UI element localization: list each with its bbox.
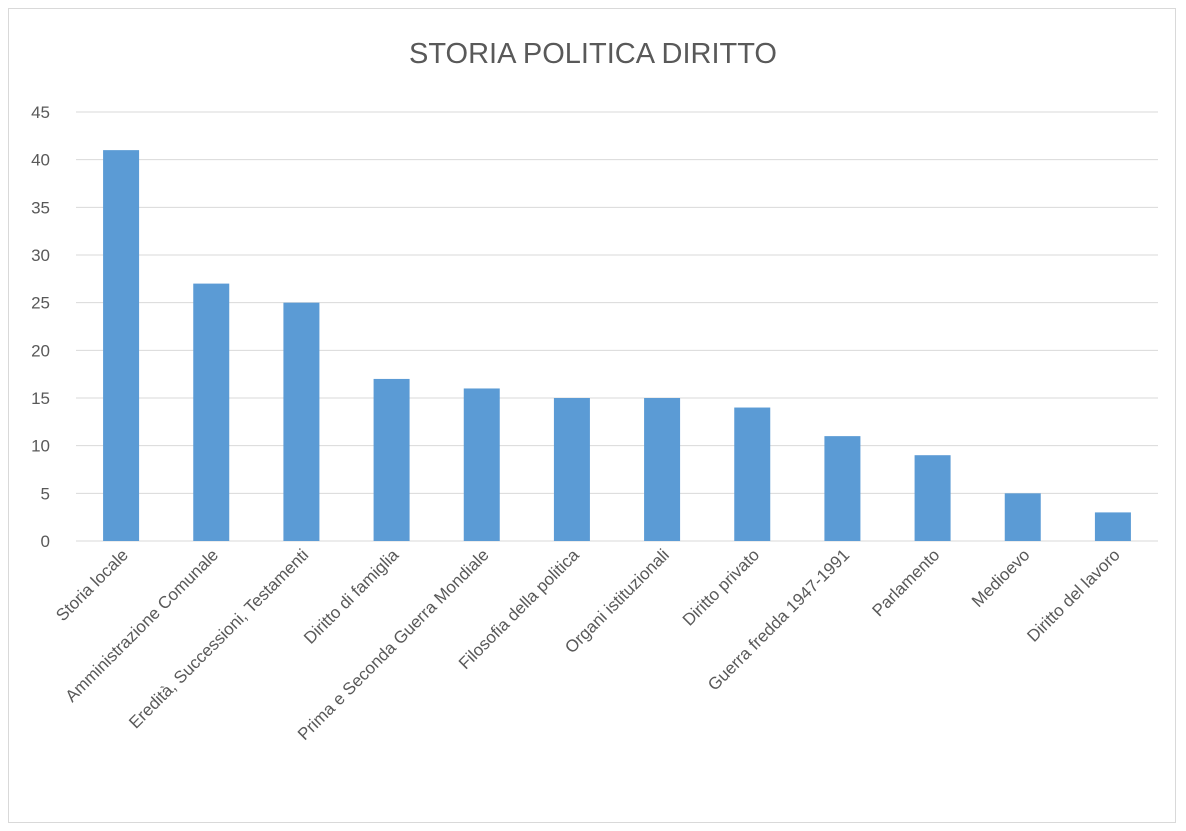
- y-tick-label: 10: [31, 437, 50, 456]
- bars: [103, 150, 1131, 541]
- bar: [463, 388, 500, 541]
- x-category-label: Amministrazione Comunale: [62, 545, 222, 705]
- y-tick-label: 15: [31, 389, 50, 408]
- y-tick-label: 5: [41, 484, 50, 503]
- bar: [553, 398, 590, 541]
- x-category-label: Eredità, Successioni, Testamenti: [125, 545, 312, 732]
- chart-title: STORIA POLITICA DIRITTO: [409, 38, 777, 70]
- x-category-label: Storia locale: [52, 545, 132, 625]
- y-tick-label: 40: [31, 151, 50, 170]
- y-tick-label: 0: [41, 532, 50, 551]
- bar: [373, 378, 410, 541]
- y-tick-label: 35: [31, 198, 50, 217]
- x-category-label: Medioevo: [968, 545, 1034, 611]
- x-category-label: Diritto del lavoro: [1023, 545, 1123, 645]
- y-tick-label: 25: [31, 294, 50, 313]
- gridlines: [76, 111, 1158, 542]
- x-category-label: Diritto privato: [679, 545, 763, 629]
- x-category-label: Parlamento: [869, 545, 944, 620]
- bar: [734, 407, 771, 541]
- bar: [914, 455, 951, 541]
- bar: [644, 398, 681, 541]
- bar: [103, 150, 140, 541]
- x-category-label: Diritto di famiglia: [300, 545, 403, 648]
- y-axis-ticks: 0 5 10 15 20 25 30 35 40 45: [31, 103, 50, 551]
- y-tick-label: 45: [31, 103, 50, 122]
- bar: [283, 302, 320, 541]
- x-category-label: Prima e Seconda Guerra Mondiale: [294, 545, 493, 744]
- bar: [824, 436, 861, 541]
- y-tick-label: 20: [31, 341, 50, 360]
- y-tick-label: 30: [31, 246, 50, 265]
- bar: [1004, 493, 1041, 541]
- bar: [193, 283, 230, 541]
- bar: [1094, 512, 1131, 541]
